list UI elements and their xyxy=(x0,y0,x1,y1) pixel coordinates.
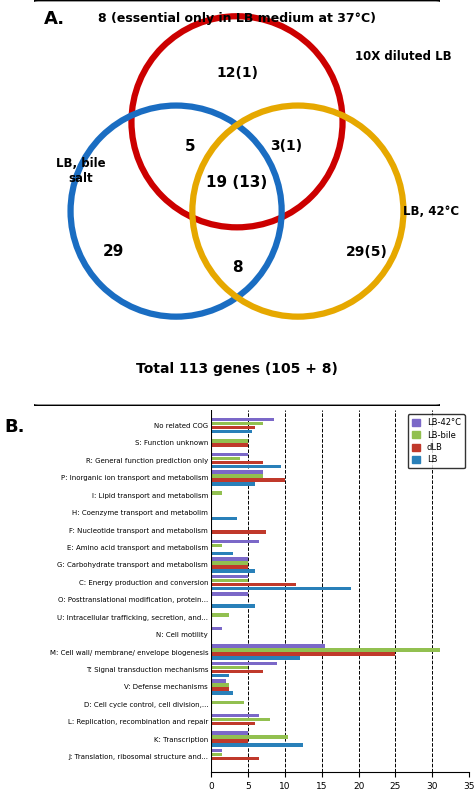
Bar xyxy=(211,714,259,717)
Text: LB, 42°C: LB, 42°C xyxy=(403,205,460,217)
Bar xyxy=(211,656,300,660)
Bar xyxy=(211,700,244,704)
Bar xyxy=(211,739,248,743)
Text: 29: 29 xyxy=(102,244,124,259)
Bar xyxy=(211,683,229,687)
Bar xyxy=(211,430,252,433)
Bar xyxy=(211,457,240,460)
Bar xyxy=(211,749,222,752)
Bar xyxy=(211,587,351,590)
Text: 8 (essential only in LB medium at 37°C): 8 (essential only in LB medium at 37°C) xyxy=(98,12,376,25)
Bar xyxy=(211,757,259,760)
Bar xyxy=(211,544,222,547)
Bar xyxy=(211,465,281,468)
Text: B.: B. xyxy=(5,418,25,436)
Bar xyxy=(211,470,263,474)
Bar xyxy=(211,474,263,478)
Bar xyxy=(211,557,248,560)
Bar xyxy=(211,718,270,721)
Bar xyxy=(211,575,248,578)
Text: 29(5): 29(5) xyxy=(346,244,388,259)
Bar xyxy=(211,491,222,495)
FancyBboxPatch shape xyxy=(26,0,448,406)
Text: 12(1): 12(1) xyxy=(216,66,258,80)
Bar xyxy=(211,418,273,421)
Bar xyxy=(211,443,248,447)
Bar xyxy=(211,569,255,572)
Bar xyxy=(211,743,303,747)
Text: LB, bile
salt: LB, bile salt xyxy=(56,157,106,185)
Bar xyxy=(211,736,288,739)
Bar xyxy=(211,673,229,677)
Bar xyxy=(211,583,296,586)
Bar xyxy=(211,565,248,568)
Bar xyxy=(211,422,263,425)
Bar xyxy=(211,644,325,648)
Legend: LB-42°C, LB-bile, dLB, LB: LB-42°C, LB-bile, dLB, LB xyxy=(408,414,465,468)
Text: 19 (13): 19 (13) xyxy=(206,175,268,190)
Bar xyxy=(211,648,440,652)
Bar xyxy=(211,482,255,486)
Bar xyxy=(211,753,222,756)
Bar xyxy=(211,614,229,617)
Bar xyxy=(211,461,263,464)
Bar xyxy=(211,552,233,556)
Bar xyxy=(211,540,259,543)
Text: 5: 5 xyxy=(185,139,196,154)
Bar xyxy=(211,530,266,534)
Bar xyxy=(211,732,248,735)
Bar xyxy=(211,626,222,630)
Bar xyxy=(211,679,226,683)
Text: 3(1): 3(1) xyxy=(270,139,302,153)
Bar xyxy=(211,478,285,482)
Text: Total 113 genes (105 + 8): Total 113 genes (105 + 8) xyxy=(136,362,338,377)
Bar xyxy=(211,604,255,607)
Bar xyxy=(211,426,255,429)
Bar xyxy=(211,592,248,595)
Bar xyxy=(211,561,248,564)
Bar xyxy=(211,669,263,673)
Bar xyxy=(211,453,248,456)
Bar xyxy=(211,691,233,695)
Bar xyxy=(211,652,395,656)
Bar xyxy=(211,439,248,443)
Text: 10X diluted LB: 10X diluted LB xyxy=(355,50,451,64)
Bar xyxy=(211,579,248,582)
Text: 8: 8 xyxy=(232,260,242,275)
Bar xyxy=(211,722,255,725)
Text: A.: A. xyxy=(44,10,65,28)
Bar xyxy=(211,687,229,691)
Bar xyxy=(211,661,277,665)
Bar xyxy=(211,665,248,669)
Bar xyxy=(211,517,237,521)
